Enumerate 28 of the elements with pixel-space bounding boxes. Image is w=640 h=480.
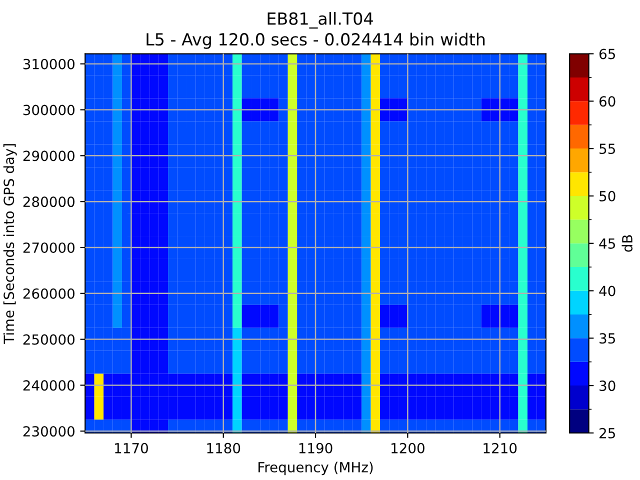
color-bar-label: 60: [599, 96, 616, 107]
chart-subtitle: L5 - Avg 120.0 secs - 0.024414 bin width: [146, 32, 485, 49]
x-tick-label: 1180: [207, 442, 240, 454]
color-bar-label: 25: [600, 428, 615, 438]
x-axis-title: Frequency (MHz): [258, 462, 373, 476]
x-tick-label: 1210: [484, 442, 517, 454]
y-tick-label: 310000: [23, 58, 74, 70]
y-tick-label: 250000: [23, 334, 74, 345]
y-tick-label: 290000: [23, 150, 74, 162]
x-tick-label: 1200: [392, 442, 424, 454]
color-bar-label: 35: [600, 333, 615, 344]
color-bar-label: 50: [600, 190, 616, 202]
chart-title: EB81_all.T04: [268, 12, 373, 29]
y-tick-label: 300000: [23, 104, 74, 116]
color-bar-label: 55: [600, 144, 615, 154]
y-tick-label: 270000: [23, 242, 74, 253]
y-tick-label: 280000: [23, 196, 74, 208]
x-tick-label: 1170: [115, 442, 148, 454]
y-axis-title: Time [Seconds into GPS day]: [3, 144, 17, 344]
y-tick-label: 240000: [23, 380, 74, 391]
color-bar-label: 30: [600, 380, 616, 392]
color-bar-label: 40: [599, 286, 616, 296]
y-tick-label: 260000: [23, 288, 74, 299]
color-bar-label: 65: [599, 48, 615, 60]
y-tick-label: 230000: [23, 426, 74, 437]
color-bar-title: dB: [622, 235, 632, 252]
x-tick-label: 1190: [299, 442, 332, 454]
color-bar-label: 45: [599, 238, 615, 249]
